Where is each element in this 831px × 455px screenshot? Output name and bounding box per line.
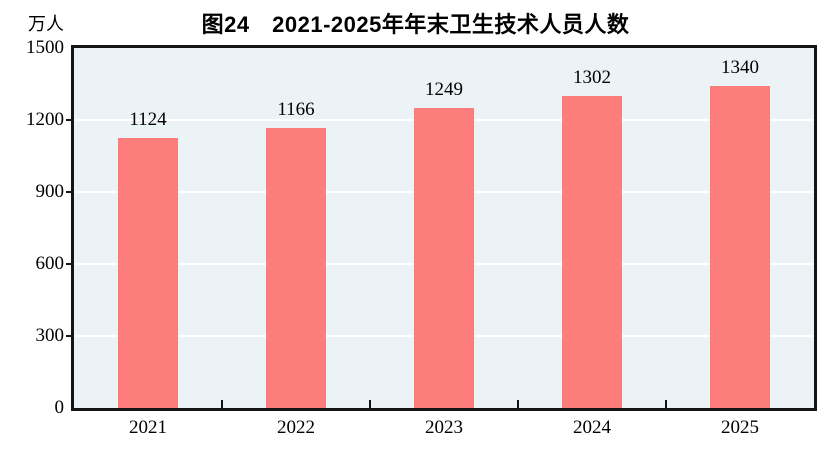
bar-value-label: 1166 <box>277 99 315 121</box>
bar <box>562 95 622 408</box>
x-tick-mark <box>221 400 223 411</box>
bar-value-label: 1340 <box>721 57 759 79</box>
bar-value-label: 1124 <box>129 109 167 131</box>
x-tick-label: 2025 <box>721 417 759 438</box>
y-tick-mark <box>66 263 74 265</box>
x-tick-mark <box>369 400 371 411</box>
y-tick-label: 300 <box>35 325 65 346</box>
chart-title: 图24 2021-2025年年末卫生技术人员人数 <box>201 12 630 37</box>
bar-value-label: 1249 <box>425 79 463 101</box>
x-tick-label: 2024 <box>573 417 611 438</box>
y-tick-mark <box>66 191 74 193</box>
plot-area: 1124 1166 1249 1302 1340 <box>71 45 817 411</box>
y-tick-label: 0 <box>54 397 65 418</box>
x-tick-label: 2022 <box>277 417 315 438</box>
y-tick-mark <box>66 119 74 121</box>
y-tick-label: 1500 <box>26 37 64 58</box>
y-tick-label: 600 <box>35 253 65 274</box>
y-tick-label: 1200 <box>26 109 64 130</box>
bars-layer: 1124 1166 1249 1302 1340 <box>74 48 814 408</box>
bar <box>414 108 474 408</box>
bar-value-label: 1302 <box>573 66 611 88</box>
bar <box>266 128 326 408</box>
y-tick-label: 900 <box>35 181 65 202</box>
x-tick-label: 2023 <box>425 417 463 438</box>
x-tick-mark <box>665 400 667 411</box>
bar <box>710 86 770 408</box>
x-tick-mark <box>517 400 519 411</box>
y-tick-mark <box>66 335 74 337</box>
x-tick-label: 2021 <box>129 417 167 438</box>
y-axis-unit-label: 万人 <box>28 14 64 34</box>
bar <box>118 138 178 408</box>
